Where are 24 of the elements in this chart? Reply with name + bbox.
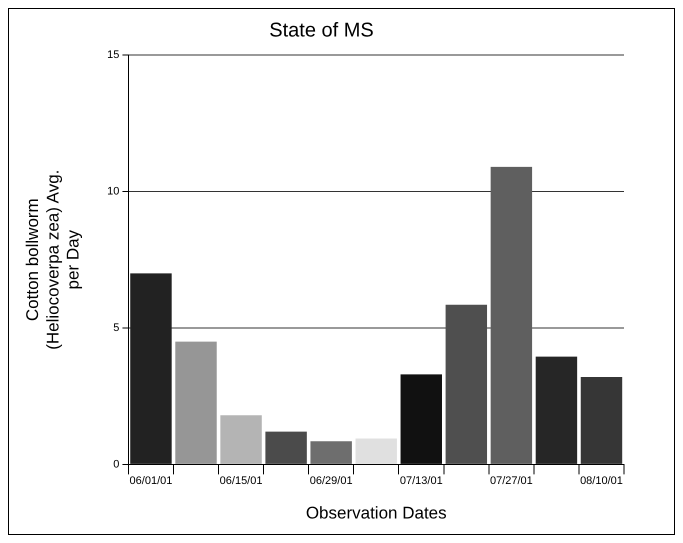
y-tick-label: 10 (107, 186, 120, 198)
x-tick-label: 07/13/01 (400, 475, 443, 488)
x-tick-label: 06/15/01 (220, 475, 262, 488)
x-tick-label: 07/27/01 (490, 475, 533, 488)
x-tick-label: 06/01/01 (130, 475, 172, 488)
bar (355, 438, 397, 464)
bar (220, 415, 262, 464)
y-tick-label: 0 (113, 458, 120, 470)
bar (175, 342, 217, 464)
x-tick-label: 06/29/01 (310, 475, 353, 488)
x-axis-title: Observation Dates (306, 503, 447, 522)
bar (265, 432, 307, 464)
y-tick-label: 5 (113, 322, 120, 334)
bar (400, 374, 442, 464)
bar (536, 356, 578, 464)
y-axis-title: Cotton bollworm (Heliocoverpa zea) Avg. per Day (22, 170, 83, 350)
y-tick-label: 15 (107, 49, 120, 62)
bar (580, 377, 622, 464)
chart-title: State of MS (269, 20, 374, 42)
x-tick-label: 08/10/01 (580, 475, 623, 488)
bar (446, 304, 488, 464)
bar (310, 441, 352, 464)
bar (490, 166, 532, 464)
bar (130, 273, 172, 464)
